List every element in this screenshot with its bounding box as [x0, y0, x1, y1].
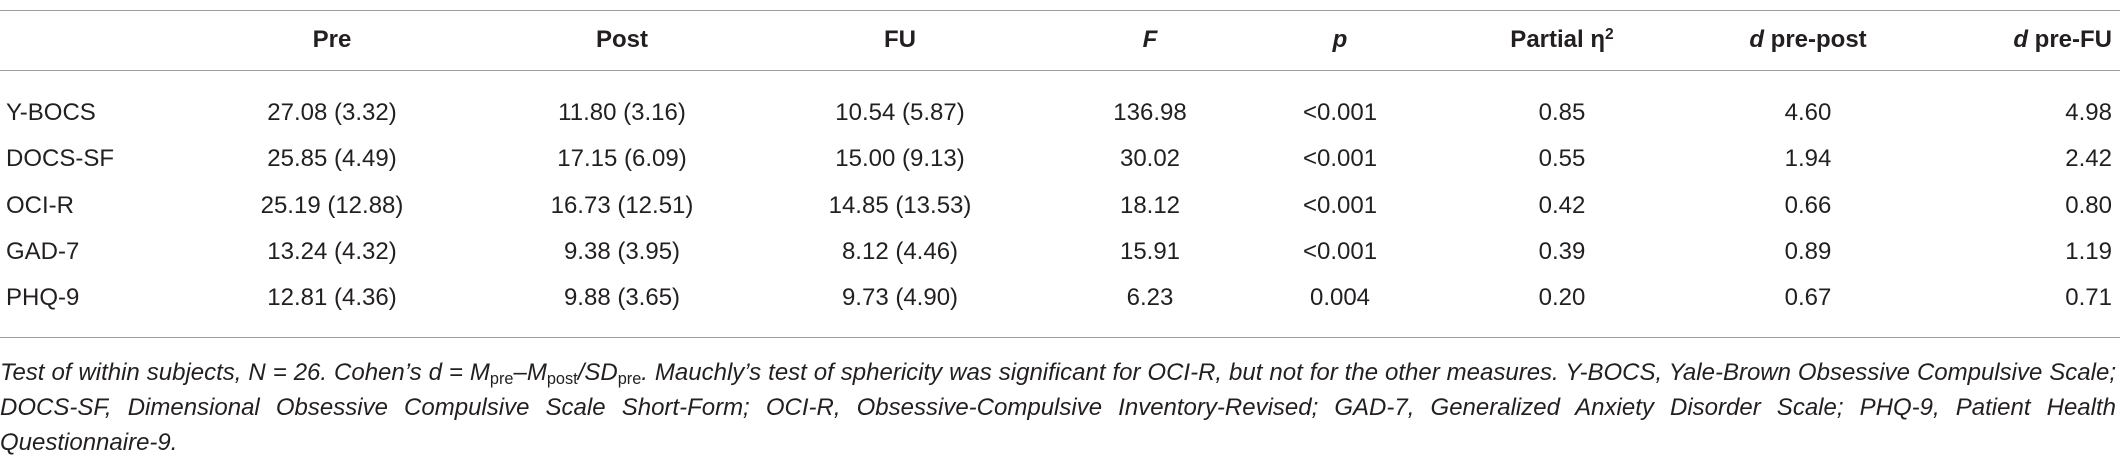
header-part: 2: [1605, 26, 1614, 44]
table-cell: 1.94: [1784, 145, 1832, 173]
table-cell: 18.12: [1119, 191, 1181, 219]
header-part: FU: [884, 26, 916, 53]
header-rule: [0, 70, 2120, 71]
table-cell: 4.98: [2065, 99, 2112, 126]
table-cell: 9.38 (3.95): [563, 237, 681, 265]
table-cell: 13.24 (4.32): [267, 237, 397, 265]
header-part: pre-post: [1764, 26, 1867, 53]
table-cell: 30.02: [1119, 145, 1181, 173]
table-cell: 8.12 (4.46): [841, 237, 959, 265]
table-cell: 0.55: [1538, 145, 1586, 173]
table-cell: <0.001: [1302, 237, 1378, 265]
table-cell: 9.88 (3.65): [563, 284, 681, 312]
table-cell: <0.001: [1302, 191, 1378, 219]
header-part: Post: [595, 26, 649, 53]
table-cell: 25.19 (12.88): [260, 191, 404, 219]
row-label: GAD-7: [6, 237, 80, 265]
column-header: d pre-FU: [2013, 25, 2112, 55]
table-cell: 0.20: [1538, 284, 1586, 312]
row-label: Y-BOCS: [6, 99, 96, 126]
table-cell: 25.85 (4.49): [267, 145, 397, 173]
footnote-part: Test of within subjects, N = 26. Cohen’s…: [0, 359, 490, 386]
table-cell: 0.85: [1538, 99, 1586, 126]
row-label: PHQ-9: [6, 284, 80, 312]
table-cell: 0.66: [1784, 191, 1832, 219]
table-cell: 16.73 (12.51): [550, 191, 694, 219]
table-cell: 9.73 (4.90): [841, 284, 959, 312]
footnote-part: post: [546, 370, 578, 389]
table-cell: 17.15 (6.09): [557, 145, 687, 173]
table-cell: 27.08 (3.32): [267, 99, 397, 126]
column-header: FU: [884, 25, 916, 55]
table-cell: 15.00 (9.13): [835, 145, 965, 173]
footnote-part: pre: [489, 370, 514, 389]
table-cell: 0.42: [1538, 191, 1586, 219]
footnote-part: pre: [617, 370, 642, 389]
table-cell: 11.80 (3.16): [558, 99, 686, 126]
table-cell: 15.91: [1119, 237, 1181, 265]
column-header: p: [1333, 25, 1348, 55]
table-cell: 1.19: [2065, 237, 2112, 265]
table-cell: 2.42: [2065, 145, 2112, 173]
table-cell: 0.39: [1538, 237, 1586, 265]
header-part: p: [1332, 26, 1348, 53]
table-cell: 0.71: [2065, 284, 2112, 312]
header-part: d: [2013, 26, 2028, 53]
table-cell: 14.85 (13.53): [828, 191, 972, 219]
column-header: Post: [596, 25, 648, 55]
column-header: F: [1143, 25, 1158, 55]
column-header: Partial η2: [1510, 25, 1613, 55]
table-cell: 0.67: [1784, 284, 1832, 312]
column-header: Pre: [313, 25, 352, 55]
table-cell: <0.001: [1302, 145, 1378, 173]
footnote: Test of within subjects, N = 26. Cohen’s…: [0, 355, 2116, 460]
footnote-part: –M: [513, 359, 547, 386]
header-part: Pre: [312, 26, 352, 53]
table-cell: 12.81 (4.36): [267, 284, 397, 312]
table-cell: 0.80: [2065, 191, 2112, 219]
table-cell: 6.23: [1126, 284, 1174, 312]
footnote-part: . Mauchly’s test of sphericity was signi…: [0, 359, 2116, 456]
header-part: Partial η: [1510, 26, 1606, 53]
header-part: pre-FU: [2028, 26, 2112, 53]
column-header: d pre-post: [1749, 25, 1866, 55]
table-cell: 0.89: [1784, 237, 1832, 265]
table-cell: 10.54 (5.87): [835, 99, 965, 126]
top-rule: [0, 10, 2120, 11]
table-cell: 4.60: [1784, 99, 1832, 126]
footnote-part: /SD: [577, 359, 618, 386]
row-label: OCI-R: [6, 191, 74, 219]
table-cell: <0.001: [1302, 99, 1378, 126]
table-cell: 0.004: [1309, 284, 1371, 312]
header-part: d: [1749, 26, 1764, 53]
row-label: DOCS-SF: [6, 145, 114, 173]
table-cell: 136.98: [1113, 99, 1187, 126]
bottom-rule: [0, 337, 2120, 338]
header-part: F: [1142, 26, 1158, 53]
